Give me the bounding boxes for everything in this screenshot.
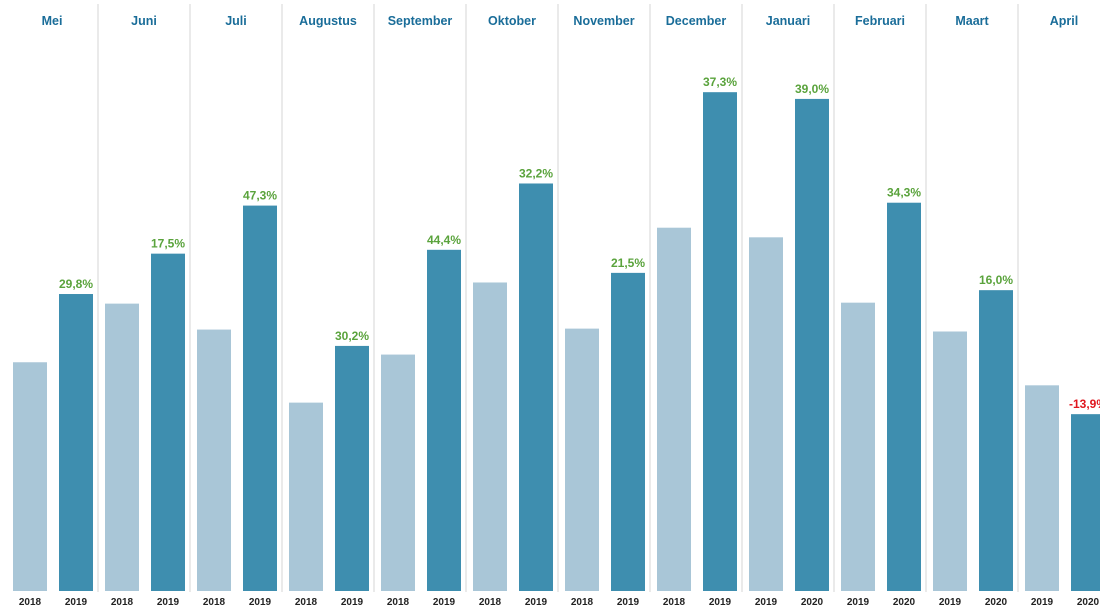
year-label: 2018 [19, 597, 42, 606]
year-label: 2020 [893, 597, 916, 606]
year-label: 2019 [433, 597, 456, 606]
year-label: 2019 [755, 597, 778, 606]
bar-previous-year [1025, 385, 1059, 591]
year-label: 2020 [1077, 597, 1100, 606]
year-label: 2019 [709, 597, 732, 606]
bar-current-year [335, 345, 369, 591]
year-label: 2019 [617, 597, 640, 606]
month-label: Juli [225, 14, 247, 28]
year-label: 2018 [111, 597, 134, 606]
bar-previous-year [197, 329, 231, 591]
bar-previous-year [13, 362, 47, 591]
year-label: 2019 [939, 597, 962, 606]
bar-current-year [427, 249, 461, 592]
year-label: 2020 [985, 597, 1008, 606]
bar-previous-year [473, 282, 507, 591]
bar-current-year [59, 294, 93, 591]
bar-current-year [795, 98, 829, 592]
change-percentage-label: 34,3% [887, 186, 921, 200]
change-percentage-label: 21,5% [611, 256, 645, 270]
month-label: September [388, 14, 453, 28]
change-percentage-label: 30,2% [335, 329, 369, 343]
year-label: 2019 [65, 597, 88, 606]
bar-previous-year [381, 354, 415, 591]
change-percentage-label: 37,3% [703, 75, 737, 89]
month-label: Maart [955, 14, 989, 28]
bar-current-year [703, 92, 737, 591]
change-percentage-label: 29,8% [59, 277, 93, 291]
year-label: 2018 [387, 597, 410, 606]
bar-previous-year [565, 328, 599, 591]
bar-current-year [1071, 414, 1100, 591]
change-percentage-label: -13,9% [1069, 397, 1100, 411]
bar-previous-year [657, 227, 691, 591]
month-label: April [1050, 14, 1078, 28]
change-percentage-label: 39,0% [795, 82, 829, 96]
bar-current-year [979, 290, 1013, 591]
year-label: 2020 [801, 597, 824, 606]
bar-current-year [151, 253, 185, 591]
year-label: 2018 [663, 597, 686, 606]
bar-previous-year [933, 331, 967, 591]
month-label: November [573, 14, 634, 28]
bar-previous-year [749, 237, 783, 592]
month-label: Juni [131, 14, 157, 28]
change-percentage-label: 47,3% [243, 189, 277, 203]
month-label: Oktober [488, 14, 536, 28]
month-label: December [666, 14, 727, 28]
change-percentage-label: 16,0% [979, 273, 1013, 287]
year-label: 2019 [847, 597, 870, 606]
bar-current-year [611, 272, 645, 591]
change-percentage-label: 32,2% [519, 166, 553, 180]
year-label: 2019 [157, 597, 180, 606]
year-label: 2018 [295, 597, 318, 606]
year-label: 2019 [1031, 597, 1054, 606]
change-percentage-label: 44,4% [427, 233, 461, 247]
year-label: 2018 [203, 597, 226, 606]
month-label: Mei [42, 14, 63, 28]
bar-previous-year [841, 302, 875, 591]
bar-current-year [243, 205, 277, 591]
year-label: 2018 [571, 597, 594, 606]
month-label: Januari [766, 14, 810, 28]
year-label: 2019 [341, 597, 364, 606]
change-percentage-label: 17,5% [151, 237, 185, 251]
year-label: 2018 [479, 597, 502, 606]
bar-current-year [519, 183, 553, 591]
month-label: Augustus [299, 14, 357, 28]
bar-current-year [887, 202, 921, 591]
bar-previous-year [105, 303, 139, 591]
month-label: Februari [855, 14, 905, 28]
year-label: 2019 [525, 597, 548, 606]
year-label: 2019 [249, 597, 272, 606]
bar-previous-year [289, 402, 323, 591]
